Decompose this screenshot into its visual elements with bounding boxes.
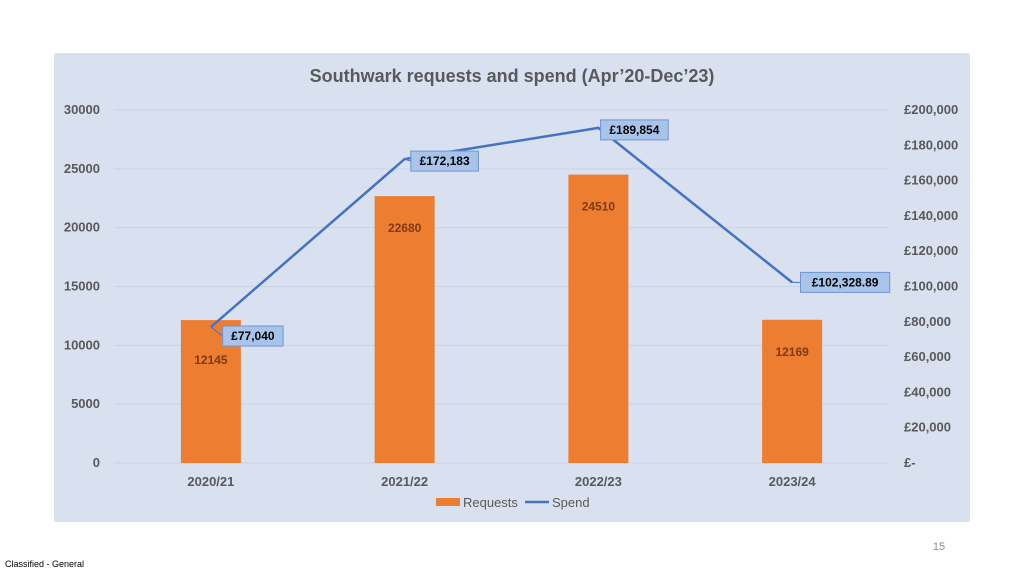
- spend-data-label: £77,040: [231, 329, 275, 343]
- right-axis-tick-label: £80,000: [904, 314, 951, 329]
- spend-label-leader: [210, 326, 223, 337]
- left-axis-tick-label: 30000: [64, 102, 100, 117]
- spend-data-label-box: [600, 119, 669, 141]
- right-axis-tick-label: £-: [904, 455, 916, 470]
- left-axis-tick-label: 0: [93, 455, 100, 470]
- legend-spend-label: Spend: [552, 495, 590, 510]
- requests-data-label: 12169: [775, 345, 809, 359]
- legend-requests-label: Requests: [463, 495, 518, 510]
- left-axis-tick-label: 25000: [64, 161, 100, 176]
- right-axis-tick-label: £160,000: [904, 173, 958, 188]
- requests-data-label: 24510: [582, 200, 616, 214]
- right-axis-tick-label: £200,000: [904, 102, 958, 117]
- spend-line-group: £77,040 £172,183 £189,854 £102,328.89: [210, 119, 891, 347]
- spend-data-label: £189,854: [609, 123, 659, 137]
- left-axis-tick-label: 5000: [71, 396, 100, 411]
- legend: Requests Spend: [436, 495, 590, 510]
- chart-panel: Southwark requests and spend (Apr’20-Dec…: [54, 53, 970, 522]
- requests-data-label: 12145: [194, 353, 228, 367]
- left-axis-tick-label: 15000: [64, 279, 100, 294]
- x-axis-tick-label: 2020/21: [187, 474, 234, 489]
- right-axis-tick-label: £100,000: [904, 279, 958, 294]
- combo-chart: Southwark requests and spend (Apr’20-Dec…: [64, 66, 958, 510]
- classification-label: Classified - General: [5, 559, 85, 569]
- left-axis-tick-label: 20000: [64, 220, 100, 235]
- legend-requests-swatch: [436, 498, 460, 506]
- right-axis-tick-label: £120,000: [904, 243, 958, 258]
- spend-label-leader: [404, 158, 411, 162]
- spend-data-label-box: [410, 150, 479, 172]
- x-axis-tick-label: 2023/24: [769, 474, 817, 489]
- spend-data-label: £102,328.89: [812, 275, 879, 289]
- right-axis-tick-label: £60,000: [904, 349, 951, 364]
- right-axis-tick-label: £40,000: [904, 384, 951, 399]
- axis-labels: 0 5000 10000 15000 20000 25000 30000 £- £20,000 £…: [64, 102, 958, 489]
- left-axis-tick-label: 10000: [64, 337, 100, 352]
- spend-data-label: £172,183: [420, 154, 470, 168]
- page-number: 15: [932, 541, 946, 553]
- chart-title: Southwark requests and spend (Apr’20-Dec…: [310, 66, 715, 86]
- spend-line: [210, 126, 793, 328]
- requests-bars: 12145 22680 24510 12169: [180, 174, 823, 463]
- spend-data-label-box: [222, 325, 284, 347]
- requests-bar: [374, 196, 435, 463]
- requests-bar: [762, 319, 823, 463]
- x-axis-tick-label: 2021/22: [381, 474, 428, 489]
- spend-data-label-box: [800, 271, 891, 293]
- right-axis-tick-label: £140,000: [904, 208, 958, 223]
- requests-data-label: 22680: [388, 221, 422, 235]
- x-axis-tick-label: 2022/23: [575, 474, 622, 489]
- requests-bar: [568, 174, 629, 463]
- right-axis-tick-label: £20,000: [904, 420, 951, 435]
- right-axis-tick-label: £180,000: [904, 137, 958, 152]
